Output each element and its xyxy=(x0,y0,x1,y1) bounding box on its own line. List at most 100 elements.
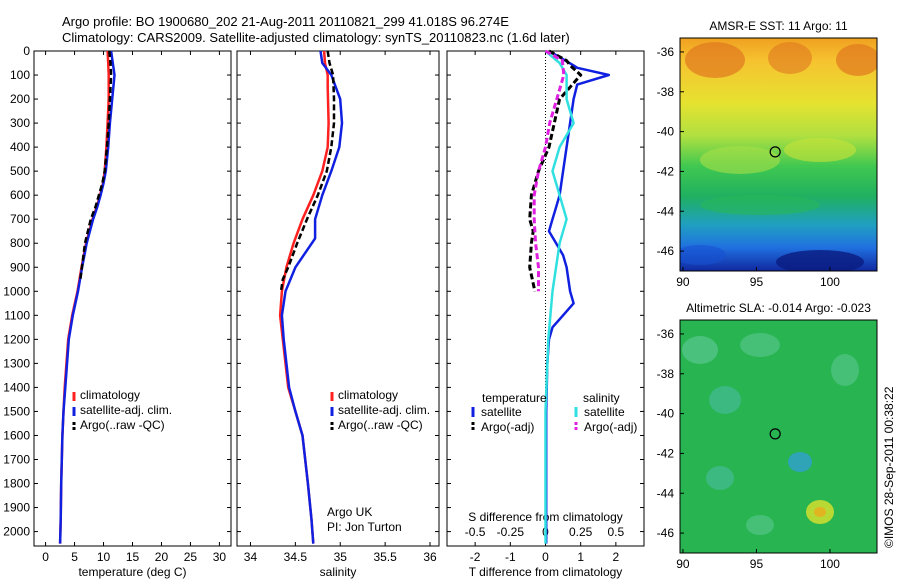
top-tick-label: 0.25 xyxy=(569,525,593,539)
y-tick-label: -44 xyxy=(657,204,675,218)
difference-panel: -2 -1 0 1 2-0.5 -0.25 0 0.25 0.5S difference fro… xyxy=(446,49,645,579)
x-axis-label: T difference from climatology xyxy=(469,565,623,579)
sst-map-panel: AMSR-E SST: 11 Argo: 11 90 95 100 -36 -38 -40 -… xyxy=(657,19,878,289)
y-tick-label: -38 xyxy=(657,85,675,99)
plot-frame xyxy=(33,50,232,547)
series-line-climatology xyxy=(278,50,330,544)
y-tick-label: 2000 xyxy=(3,525,30,539)
y-tick-label: -36 xyxy=(657,327,675,341)
y-tick-label: -46 xyxy=(657,526,675,540)
y-tick-label: 600 xyxy=(10,188,30,202)
legend-entry: satellite xyxy=(481,405,522,419)
y-tick-label: 1400 xyxy=(3,380,30,394)
legend-entry: climatology xyxy=(338,388,398,402)
legend-entry: Argo(..raw -QC) xyxy=(80,418,165,432)
x-tick-label: 1 xyxy=(577,550,584,564)
top-tick-label: -0.5 xyxy=(465,525,486,539)
y-tick-label: 0 xyxy=(23,44,30,58)
y-tick-label: 400 xyxy=(10,140,30,154)
series-line-salinity-satellite xyxy=(544,50,575,544)
x-tick-label: 35.5 xyxy=(373,550,397,564)
x-tick-label: 34.5 xyxy=(284,550,308,564)
argo-location-marker xyxy=(769,428,781,440)
x-tick-label: -1 xyxy=(505,550,516,564)
y-tick-label: -38 xyxy=(657,367,675,381)
sla-heatmap xyxy=(680,320,877,553)
x-tick-label: 100 xyxy=(820,275,840,289)
map-title: Altimetric SLA: -0.014 Argo: -0.023 xyxy=(686,301,871,315)
x-axis-label: temperature (deg C) xyxy=(78,565,186,579)
series-line-argo-raw-qc- xyxy=(279,50,336,292)
y-tick-label: -42 xyxy=(657,446,675,460)
x-tick-label: 25 xyxy=(184,550,198,564)
x-tick-label: 95 xyxy=(750,557,764,571)
y-tick-label: 1800 xyxy=(3,477,30,491)
series-line-satellite-adj-clim- xyxy=(58,50,116,544)
x-tick-label: 0 xyxy=(542,550,549,564)
x-tick-label: 35 xyxy=(334,550,348,564)
legend-header: temperature xyxy=(482,391,547,405)
series-line-temperature-satellite xyxy=(544,49,611,544)
x-tick-label: 90 xyxy=(676,557,690,571)
y-tick-label: 1700 xyxy=(3,452,30,466)
y-tick-label: -44 xyxy=(657,486,675,500)
y-tick-label: 1300 xyxy=(3,356,30,370)
y-tick-label: -36 xyxy=(657,45,675,59)
x-tick-label: 2 xyxy=(613,550,620,564)
y-tick-label: 800 xyxy=(10,236,30,250)
x-tick-label: 15 xyxy=(126,550,140,564)
x-tick-label: 36 xyxy=(423,550,437,564)
x-tick-label: 10 xyxy=(97,550,111,564)
x-axis-label: salinity xyxy=(320,565,357,579)
series-line-temperature-argo-adj- xyxy=(528,49,583,292)
y-tick-label: -40 xyxy=(657,125,675,139)
map-title: AMSR-E SST: 11 Argo: 11 xyxy=(709,19,848,33)
sst-heatmap xyxy=(680,38,877,271)
salinity-panel: 34 34.5 35 35.5 36 salinity climatologysatelli… xyxy=(236,50,440,579)
x-tick-label: 95 xyxy=(750,275,764,289)
top-tick-label: -0.25 xyxy=(497,525,525,539)
series-line-climatology xyxy=(58,50,110,544)
y-tick-label: 1000 xyxy=(3,284,30,298)
sla-map-frame xyxy=(679,319,878,554)
legend-entry: Argo(..raw -QC) xyxy=(338,418,423,432)
y-tick-label: 100 xyxy=(10,68,30,82)
x-tick-label: 20 xyxy=(155,550,169,564)
x-tick-label: 30 xyxy=(213,550,227,564)
series-line-argo-raw-qc- xyxy=(79,50,113,280)
series-line-salinity-argo-adj- xyxy=(532,49,566,292)
y-tick-label: 1600 xyxy=(3,428,30,442)
x-tick-label: 5 xyxy=(71,550,78,564)
legend-entry: Argo(-adj) xyxy=(481,420,534,434)
x-tick-label: 90 xyxy=(676,275,690,289)
sst-map-frame xyxy=(679,37,878,272)
legend-entry: satellite-adj. clim. xyxy=(80,403,172,417)
y-tick-label: -42 xyxy=(657,164,675,178)
y-tick-label: 500 xyxy=(10,164,30,178)
y-tick-label: -46 xyxy=(657,244,675,258)
credit-line-1: Argo UK xyxy=(327,505,372,519)
y-tick-label: 700 xyxy=(10,212,30,226)
copyright-stamp: ©IMOS 28-Sep-2011 00:38:22 xyxy=(882,386,896,548)
x-tick-label: -2 xyxy=(470,550,481,564)
argo-location-marker xyxy=(769,146,781,158)
legend-entry: climatology xyxy=(80,388,140,402)
y-tick-label: 900 xyxy=(10,260,30,274)
y-tick-label: 1500 xyxy=(3,404,30,418)
top-tick-label: 0.5 xyxy=(608,525,625,539)
x-tick-label: 34 xyxy=(244,550,258,564)
legend-entry: satellite-adj. clim. xyxy=(338,403,430,417)
temperature-panel: 0100200300400500600700800900100011001200… xyxy=(3,44,232,579)
y-tick-label: 1900 xyxy=(3,501,30,515)
y-tick-label: 200 xyxy=(10,92,30,106)
legend-entry: satellite xyxy=(584,405,625,419)
legend-header: salinity xyxy=(583,391,620,405)
y-tick-label: -40 xyxy=(657,407,675,421)
credit-line-2: PI: Jon Turton xyxy=(327,520,402,534)
x-tick-label: 0 xyxy=(42,550,49,564)
plot-frame xyxy=(236,50,440,547)
series-line-satellite-adj-clim- xyxy=(280,50,344,544)
y-tick-label: 1200 xyxy=(3,332,30,346)
y-tick-label: 300 xyxy=(10,116,30,130)
legend-entry: Argo(-adj) xyxy=(584,420,637,434)
